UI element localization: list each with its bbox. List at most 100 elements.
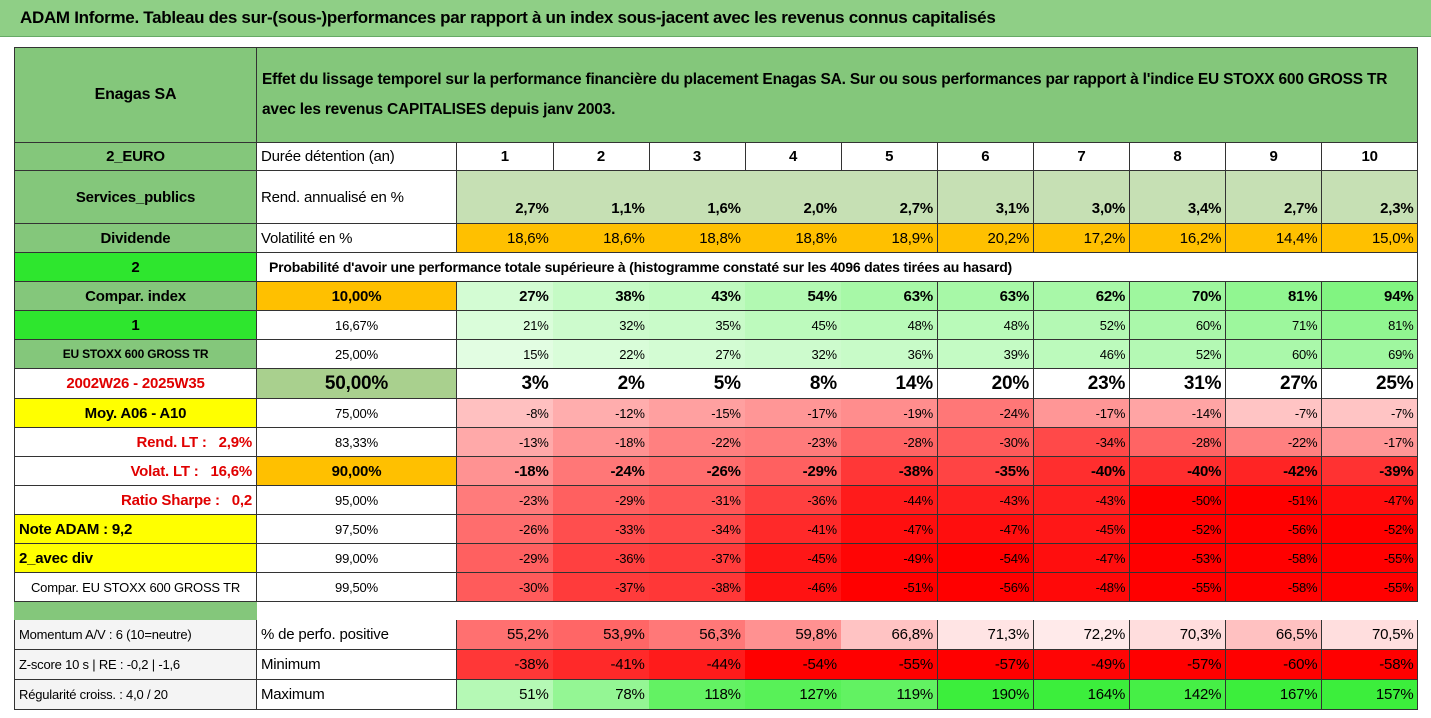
value-cell: -52% [1321,515,1419,544]
value-cell: -54% [745,650,842,680]
row-header: EU STOXX 600 GROSS TR [14,340,257,369]
value-cell: 59,8% [745,620,842,650]
value-cell: -38% [457,650,554,680]
value-cell: 15,0% [1321,224,1419,253]
row-header: Régularité croiss. : 4,0 / 20 [14,680,257,710]
value-cell: 8% [745,369,842,399]
row-label: 16,67% [257,311,457,340]
value-cell: 3,0% [1033,171,1131,224]
value-cell: 23% [1033,369,1131,399]
value-cell: 22% [553,340,650,369]
value-cell: -53% [1129,544,1227,573]
value-cell: 69% [1321,340,1419,369]
value-cell: -58% [1321,650,1419,680]
row-label: Volatilité en % [257,224,457,253]
value-cell: -36% [553,544,650,573]
row-label: 90,00% [257,457,457,486]
value-cell: -43% [937,486,1035,515]
value-cell: 17,2% [1033,224,1131,253]
value-cell: -49% [841,544,938,573]
value-cell: -47% [841,515,938,544]
value-cell: 31% [1129,369,1227,399]
value-cell: -40% [1033,457,1131,486]
value-cell: 36% [841,340,938,369]
value-cell: -46% [745,573,842,602]
value-cell: 51% [457,680,554,710]
value-cell: 20% [937,369,1035,399]
value-cell: -51% [1225,486,1323,515]
value-cell: 15% [457,340,554,369]
value-cell: -43% [1033,486,1131,515]
value-cell: -55% [1321,573,1419,602]
value-cell: 2,7% [1225,171,1323,224]
value-cell: 52% [1033,311,1131,340]
value-cell: -49% [1033,650,1131,680]
value-cell: -56% [937,573,1035,602]
row-label: 10,00% [257,282,457,311]
row-header: Compar. index [14,282,257,311]
value-cell: -57% [1129,650,1227,680]
row-label: 50,00% [257,369,457,399]
value-cell: 27% [457,282,554,311]
value-cell: -17% [1321,428,1419,457]
value-cell: -42% [1225,457,1323,486]
row-header: Ratio Sharpe : 0,2 [14,486,257,515]
value-cell: 32% [745,340,842,369]
value-cell: 20,2% [937,224,1035,253]
value-cell: 5 [841,143,938,171]
value-cell: -19% [841,399,938,428]
value-cell: 70,5% [1321,620,1419,650]
value-cell: -40% [1129,457,1227,486]
value-cell: 2,7% [841,171,938,224]
value-cell: 142% [1129,680,1227,710]
value-cell: 9 [1225,143,1323,171]
value-cell: -8% [457,399,554,428]
row-header: Note ADAM : 9,2 [14,515,257,544]
value-cell: 62% [1033,282,1131,311]
value-cell: 8 [1129,143,1227,171]
value-cell: 72,2% [1033,620,1131,650]
value-cell: 70,3% [1129,620,1227,650]
value-cell: 52% [1129,340,1227,369]
value-cell: 66,5% [1225,620,1323,650]
value-cell: 54% [745,282,842,311]
value-cell: 118% [649,680,746,710]
value-cell: -50% [1129,486,1227,515]
value-cell: 48% [841,311,938,340]
value-cell: 55,2% [457,620,554,650]
value-cell: -28% [1129,428,1227,457]
row-label: 99,50% [257,573,457,602]
row-header: Z-score 10 s | RE : -0,2 | -1,6 [14,650,257,680]
value-cell: -56% [1225,515,1323,544]
value-cell: 1,1% [553,171,650,224]
value-cell: -24% [553,457,650,486]
row-header: Momentum A/V : 6 (10=neutre) [14,620,257,650]
value-cell: 32% [553,311,650,340]
value-cell: -55% [1129,573,1227,602]
row-label: Rend. annualisé en % [257,171,457,224]
value-cell: 127% [745,680,842,710]
value-cell: 1,6% [649,171,746,224]
row-header: 1 [14,311,257,340]
row-header: Moy. A06 - A10 [14,399,257,428]
row-label: 25,00% [257,340,457,369]
value-cell: -31% [649,486,746,515]
value-cell: -14% [1129,399,1227,428]
value-cell: -29% [745,457,842,486]
value-cell: -55% [1321,544,1419,573]
value-cell: -18% [457,457,554,486]
value-cell: 167% [1225,680,1323,710]
value-cell: -23% [457,486,554,515]
value-cell: 53,9% [553,620,650,650]
value-cell: 18,8% [745,224,842,253]
value-cell: 78% [553,680,650,710]
value-cell: -7% [1321,399,1419,428]
value-cell: 60% [1225,340,1323,369]
row-label: Maximum [257,680,457,710]
value-cell: 56,3% [649,620,746,650]
value-cell: 66,8% [841,620,938,650]
value-cell: 3,4% [1129,171,1227,224]
value-cell: -45% [745,544,842,573]
value-cell: 48% [937,311,1035,340]
